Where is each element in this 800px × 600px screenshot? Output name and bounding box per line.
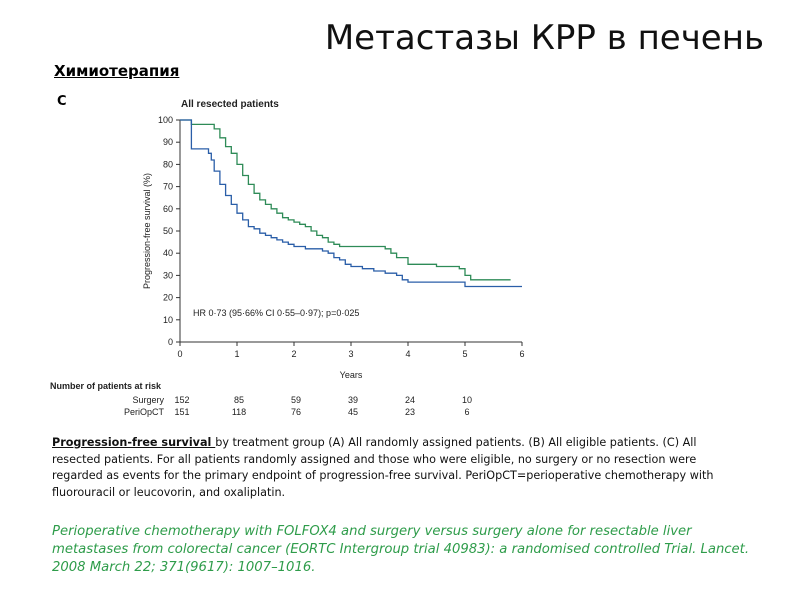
x-tick-label-6: 6 [519,349,524,359]
risk-value-periopct-0: 151 [174,407,189,417]
y-tick-label-50: 50 [163,226,173,236]
risk-table-title: Number of patients at risk [50,381,162,391]
slide-title: Метастазы КРР в печень [324,18,764,58]
series-line-periopct [180,119,511,281]
risk-value-surgery-1: 85 [234,395,244,405]
chart-title: All resected patients [181,99,279,110]
y-tick-label-70: 70 [163,182,173,192]
x-axis-label: Years [340,370,363,380]
y-axis-label: Progression-free survival (%) [142,173,152,289]
x-tick-label-0: 0 [177,349,182,359]
caption-text: by treatment group (A) All randomly assi… [52,436,714,499]
risk-value-surgery-3: 39 [348,395,358,405]
risk-value-surgery-2: 59 [291,395,301,405]
x-tick-label-3: 3 [348,349,353,359]
risk-value-periopct-4: 23 [405,407,415,417]
risk-value-surgery-0: 152 [174,395,189,405]
risk-value-surgery-5: 10 [462,395,472,405]
risk-value-periopct-5: 6 [464,407,469,417]
figure-caption: Progression-free survival by treatment g… [52,435,742,501]
risk-value-periopct-2: 76 [291,407,301,417]
x-tick-label-5: 5 [462,349,467,359]
y-tick-label-90: 90 [163,137,173,147]
pfs-km-chart: All resected patients 0 1 2 3 4 5 601020304050… [50,99,525,417]
y-tick-label-0: 0 [168,337,173,347]
y-tick-label-30: 30 [163,270,173,280]
x-tick-label-2: 2 [291,349,296,359]
citation-reference: Perioperative chemotherapy with FOLFOX4 … [52,524,750,575]
hr-annotation: HR 0·73 (95·66% CI 0·55–0·97); p=0·025 [193,308,359,318]
risk-value-periopct-1: 118 [232,407,246,417]
x-tick-label-1: 1 [234,349,239,359]
y-tick-label-10: 10 [163,315,173,325]
chart-series [180,119,522,288]
risk-table: Surgery 152 85 59 39 24 10 PeriOpCT 151 118 76 45 23… [124,395,472,417]
y-tick-label-60: 60 [163,204,173,214]
y-tick-label-40: 40 [163,248,173,258]
slide-subtitle: Химиотерапия [54,62,180,80]
risk-value-surgery-4: 24 [405,395,415,405]
panel-letter: C [57,94,67,109]
caption-lead: Progression-free survival [52,436,216,449]
risk-value-periopct-3: 45 [348,407,358,417]
y-tick-label-100: 100 [158,115,173,125]
risk-row-label-surgery: Surgery [132,395,164,405]
risk-row-label-periopct: PeriOpCT [124,407,165,417]
series-line-surgery [180,119,522,288]
x-tick-label-4: 4 [405,349,410,359]
y-tick-label-80: 80 [163,159,173,169]
y-tick-label-20: 20 [163,293,173,303]
